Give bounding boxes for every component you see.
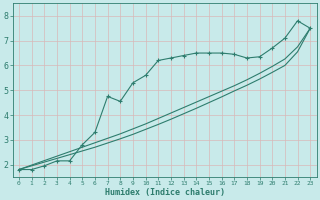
- X-axis label: Humidex (Indice chaleur): Humidex (Indice chaleur): [105, 188, 225, 197]
